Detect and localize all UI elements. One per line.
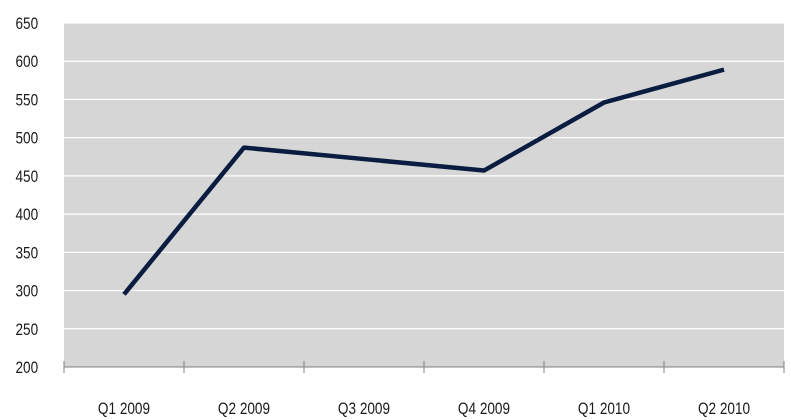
y-tick-label: 250 [16, 320, 39, 339]
x-tick-label: Q4 2009 [458, 400, 510, 419]
y-tick-label: 500 [16, 129, 39, 148]
plot-area [64, 23, 784, 367]
x-axis-tick-labels: Q1 2009 Q2 2009 Q3 2009 Q4 2009 Q1 2010 Q2 20… [98, 400, 750, 419]
y-tick-label: 450 [16, 168, 39, 187]
gridlines [64, 22, 784, 330]
series-line [122, 67, 725, 296]
x-tick-label: Q2 2010 [698, 400, 750, 419]
y-tick-label: 200 [16, 359, 39, 378]
y-axis-tick-labels: 200 250 300 350 400 450 500 550 600 650 [16, 15, 39, 378]
y-tick-label: 650 [16, 15, 39, 34]
x-tick-label: Q1 2010 [578, 400, 630, 419]
y-tick-label: 300 [16, 282, 39, 301]
y-tick-label: 600 [16, 53, 39, 72]
y-tick-label: 550 [16, 91, 39, 110]
x-tick-label: Q1 2009 [98, 400, 150, 419]
x-tick-label: Q3 2009 [338, 400, 390, 419]
y-tick-label: 400 [16, 206, 39, 225]
data-series [122, 67, 725, 296]
x-tick-label: Q2 2009 [218, 400, 270, 419]
x-axis-ticks [63, 361, 785, 373]
y-tick-label: 350 [16, 244, 39, 263]
